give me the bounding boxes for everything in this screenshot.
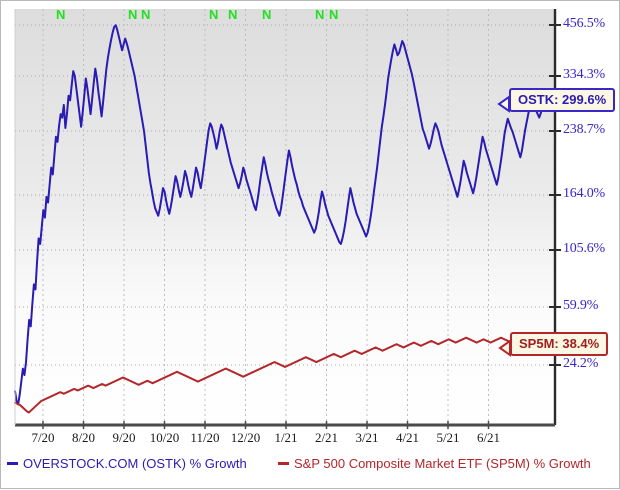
legend-label-ostk: OVERSTOCK.COM (OSTK) % Growth [23,456,247,471]
news-marker-n[interactable]: N [56,7,66,22]
x-axis-tick-label: 3/21 [355,430,379,445]
y-axis-tick-label: 334.3% [563,67,605,82]
x-axis-ticks [42,421,490,429]
x-axis-tick-label: 7/20 [31,430,55,445]
x-axis-tick-label: 9/20 [112,430,136,445]
legend-swatch-ostk-icon [7,462,18,465]
x-axis-tick-label: 1/21 [274,430,298,445]
y-axis-ticks [549,24,561,366]
y-axis-tick-label: 105.6% [563,241,605,256]
chart-legend: OVERSTOCK.COM (OSTK) % Growth S&P 500 Co… [1,456,620,478]
news-marker-n[interactable]: N [262,7,272,22]
y-axis-tick-label: 164.0% [563,186,605,201]
x-axis-tick-label: 8/20 [71,430,96,445]
news-marker-n[interactable]: N [209,7,219,22]
x-axis-tick-label: 10/20 [149,430,180,445]
legend-item-ostk: OVERSTOCK.COM (OSTK) % Growth [7,456,247,471]
y-axis-tick-label: 456.5% [563,16,605,31]
news-marker-n[interactable]: N [329,7,339,22]
x-axis-tick-label: 11/20 [190,430,220,445]
y-axis-tick-label: 238.7% [563,122,605,137]
sp5m-value-callout: SP5M: 38.4% [510,332,609,356]
news-marker-n[interactable]: N [228,7,238,22]
y-axis-tick-label: 24.2% [563,356,599,371]
x-axis-tick-label: 12/20 [230,430,261,445]
news-marker-n[interactable]: N [141,7,151,22]
x-axis-tick-label: 2/21 [314,430,339,445]
ostk-value-callout: OSTK: 299.6% [509,88,616,112]
series-lines [14,24,556,414]
news-marker-n[interactable]: N [315,7,325,22]
vertical-gridlines [42,9,489,425]
x-axis-tick-label: 5/21 [436,430,460,445]
x-axis-tick-label: 6/21 [476,430,501,445]
news-marker-n[interactable]: N [128,7,138,22]
y-axis-tick-label: 59.9% [563,298,599,313]
legend-label-sp5m: S&P 500 Composite Market ETF (SP5M) % Gr… [294,456,591,471]
x-axis-tick-label: 4/21 [395,430,420,445]
legend-item-sp5m: S&P 500 Composite Market ETF (SP5M) % Gr… [278,456,591,471]
legend-swatch-sp5m-icon [278,462,289,465]
